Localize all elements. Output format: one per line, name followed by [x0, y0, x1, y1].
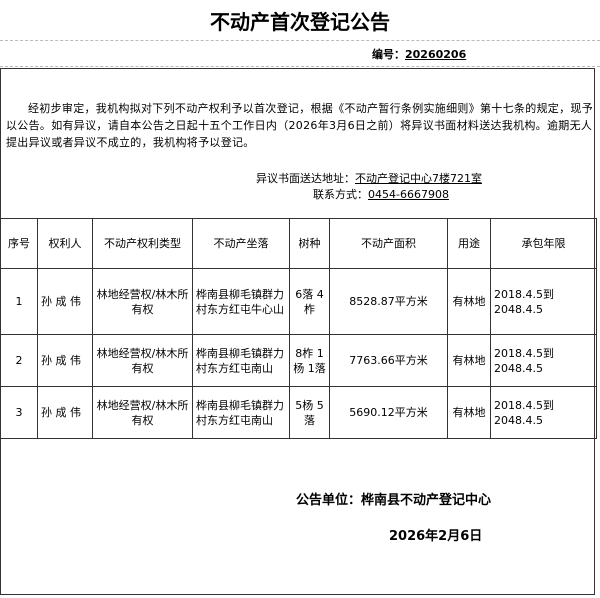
- issuing-unit: 公告单位：桦南县不动产登记中心: [296, 493, 492, 508]
- registration-table: 序号 权利人 不动产权利类型 不动产坐落 树种 不动产面积 用途 承包年限 1 …: [0, 218, 597, 439]
- address-line: 异议书面送达地址：不动产登记中心7楼721室: [256, 170, 482, 186]
- header-cell: 承包年限: [490, 218, 597, 269]
- cell-term: 2018.4.5到2048.4.5: [490, 334, 597, 387]
- notice-body: 经初步审定，我机构拟对下列不动产权利予以首次登记，根据《不动产暂行条例实施细则》…: [6, 102, 593, 149]
- cell-use: 有林地: [447, 386, 491, 439]
- cell-use: 有林地: [447, 268, 491, 335]
- doc-number-label: 编号：: [372, 48, 405, 61]
- cell-species: 5杨 5落: [289, 386, 330, 439]
- table-row: 2 孙 成 伟 林地经营权/林木所有权 桦南县柳毛镇群力村东方红屯南山 8柞 1…: [0, 334, 597, 387]
- header-cell: 权利人: [37, 218, 93, 269]
- cell-location: 桦南县柳毛镇群力村东方红屯南山: [192, 334, 290, 387]
- header-cell: 不动产面积: [329, 218, 448, 269]
- cell-term: 2018.4.5到2048.4.5: [490, 268, 597, 335]
- page-title: 不动产首次登记公告: [210, 10, 390, 34]
- table-row: 1 孙 成 伟 林地经营权/林木所有权 桦南县柳毛镇群力村东方红屯牛心山 6落 …: [0, 268, 597, 335]
- doc-number-value: 20260206: [405, 48, 467, 61]
- divider: [0, 40, 600, 41]
- header-cell: 不动产坐落: [192, 218, 290, 269]
- phone-label: 联系方式：: [313, 188, 368, 201]
- cell-type: 林地经营权/林木所有权: [92, 334, 193, 387]
- address-label: 异议书面送达地址：: [256, 172, 355, 185]
- address-value: 不动产登记中心7楼721室: [355, 172, 482, 185]
- cell-use: 有林地: [447, 334, 491, 387]
- cell-holder: 孙 成 伟: [37, 268, 93, 335]
- phone-line: 联系方式：0454-6667908: [313, 186, 449, 202]
- header-cell: 用途: [447, 218, 491, 269]
- cell-area: 8528.87平方米: [329, 268, 448, 335]
- issue-date: 2026年2月6日: [389, 529, 483, 544]
- cell-location: 桦南县柳毛镇群力村东方红屯牛心山: [192, 268, 290, 335]
- cell-term: 2018.4.5到2048.4.5: [490, 386, 597, 439]
- phone-value: 0454-6667908: [368, 188, 449, 201]
- header-cell: 序号: [0, 218, 38, 269]
- cell-type: 林地经营权/林木所有权: [92, 386, 193, 439]
- header-cell: 树种: [289, 218, 330, 269]
- header-cell: 不动产权利类型: [92, 218, 193, 269]
- table-header-row: 序号 权利人 不动产权利类型 不动产坐落 树种 不动产面积 用途 承包年限: [0, 218, 597, 269]
- doc-number: 编号：20260206: [372, 46, 466, 62]
- cell-holder: 孙 成 伟: [37, 386, 93, 439]
- cell-no: 3: [0, 386, 38, 439]
- divider: [0, 66, 600, 67]
- table-row: 3 孙 成 伟 林地经营权/林木所有权 桦南县柳毛镇群力村东方红屯南山 5杨 5…: [0, 386, 597, 439]
- cell-no: 1: [0, 268, 38, 335]
- cell-species: 8柞 1杨 1落: [289, 334, 330, 387]
- cell-species: 6落 4柞: [289, 268, 330, 335]
- cell-location: 桦南县柳毛镇群力村东方红屯南山: [192, 386, 290, 439]
- cell-type: 林地经营权/林木所有权: [92, 268, 193, 335]
- cell-area: 7763.66平方米: [329, 334, 448, 387]
- cell-area: 5690.12平方米: [329, 386, 448, 439]
- cell-no: 2: [0, 334, 38, 387]
- cell-holder: 孙 成 伟: [37, 334, 93, 387]
